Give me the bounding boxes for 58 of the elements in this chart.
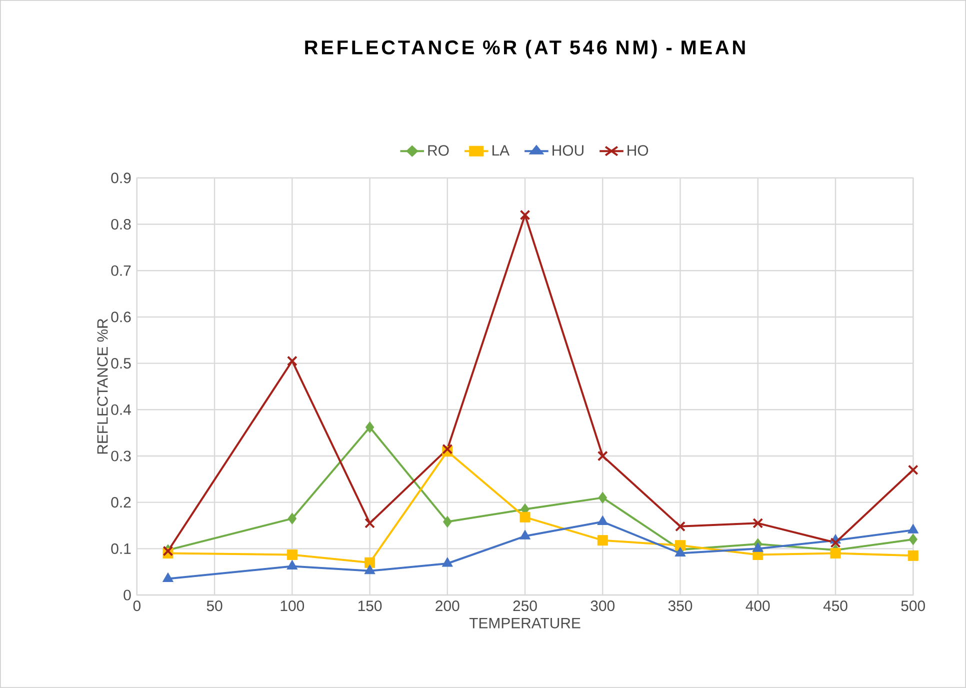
point — [752, 542, 764, 552]
legend-label: HOU — [552, 145, 584, 156]
y-axis-title: REFLECTANCE %R — [97, 318, 108, 454]
point — [908, 524, 919, 534]
point — [520, 530, 530, 540]
y-tick-label: 0.5 — [111, 358, 131, 369]
x-tick-label: 400 — [746, 600, 770, 612]
x-tick-label: 450 — [823, 600, 848, 612]
x-tick-label: 200 — [436, 600, 460, 612]
point — [598, 492, 608, 504]
point — [288, 512, 297, 524]
point — [520, 210, 530, 220]
point — [908, 464, 918, 476]
x-tick-label: 350 — [668, 600, 692, 612]
y-tick-label: 0.2 — [111, 497, 131, 508]
y-tick-label: 0 — [124, 590, 131, 600]
point — [674, 547, 686, 557]
y-tick-label: 0.7 — [111, 265, 131, 276]
point — [597, 450, 608, 462]
x-tick-label: 150 — [358, 600, 382, 612]
point — [830, 548, 841, 559]
x-tick-label: 0 — [133, 600, 140, 612]
point — [286, 549, 298, 560]
point — [162, 572, 174, 582]
point — [364, 518, 376, 528]
x-tick-label: 50 — [206, 600, 222, 612]
point — [364, 564, 376, 574]
legend-label: HO — [628, 145, 648, 156]
point — [442, 444, 453, 454]
point — [286, 356, 298, 366]
point — [752, 518, 764, 528]
point — [908, 550, 918, 561]
point — [364, 557, 376, 568]
x-tick-label: 100 — [280, 600, 304, 612]
point — [830, 537, 841, 548]
y-tick-label: 0.1 — [111, 543, 131, 554]
point — [286, 560, 298, 570]
x-tick-label: 250 — [513, 600, 537, 612]
chart-title: REFLECTANCE %R (AT 546 NM) - MEAN — [305, 40, 745, 58]
point — [908, 534, 918, 546]
y-tick-label: 0.3 — [111, 450, 131, 462]
y-tick-label: 0.9 — [111, 172, 131, 184]
legend-label: LA — [492, 145, 510, 156]
point — [365, 422, 374, 434]
point — [442, 557, 453, 567]
y-tick-label: 0.8 — [111, 219, 131, 230]
x-tick-label: 300 — [590, 600, 615, 612]
point — [675, 540, 686, 551]
point — [520, 512, 530, 522]
point — [597, 516, 608, 526]
x-axis-title: TEMPERATURE — [469, 618, 580, 628]
point — [597, 535, 608, 546]
point — [443, 516, 452, 528]
y-tick-label: 0.6 — [111, 312, 131, 322]
x-tick-label: 500 — [901, 600, 925, 612]
legend-label: RO — [428, 145, 449, 156]
point — [675, 521, 686, 532]
y-tick-label: 0.4 — [111, 404, 131, 415]
